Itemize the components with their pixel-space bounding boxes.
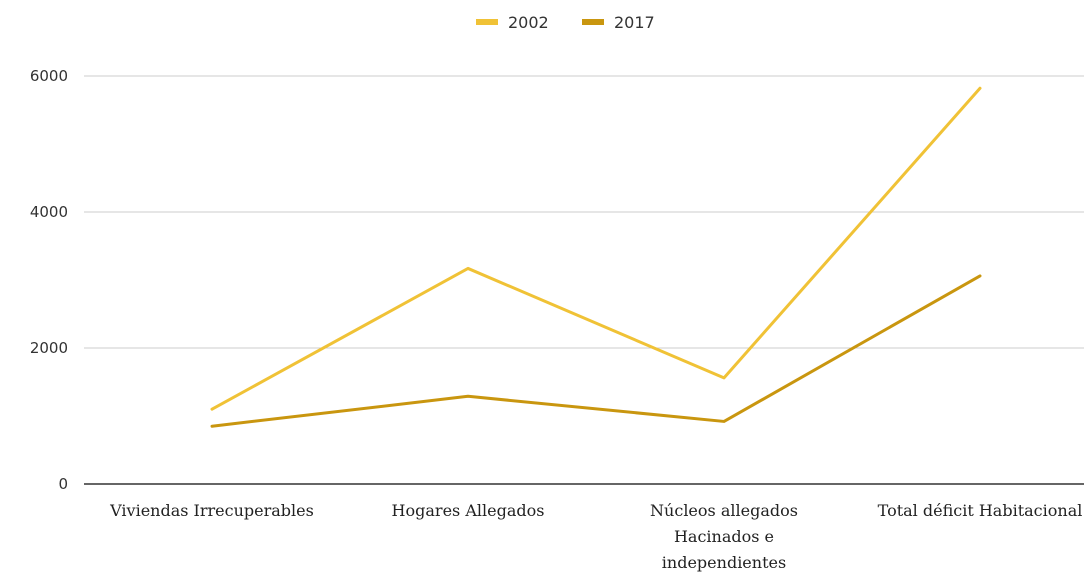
y-axis-tick-labels: 0 2000 4000 6000 — [30, 67, 68, 493]
x-category-label: Núcleos allegados Hacinados e independient… — [650, 501, 798, 572]
y-tick-label: 6000 — [30, 67, 68, 85]
x-axis-category-labels: Viviendas Irrecuperables Hogares Allegado… — [109, 501, 1082, 572]
legend-swatch — [476, 19, 498, 25]
legend: 2002 2017 — [476, 13, 655, 32]
series-lines — [210, 86, 982, 428]
legend-label: 2017 — [614, 13, 655, 32]
x-category-label-line: Total déficit Habitacional — [878, 501, 1083, 520]
gridlines — [84, 75, 1084, 485]
x-category-label-line: Núcleos allegados — [650, 501, 798, 520]
y-tick-label: 2000 — [30, 339, 68, 357]
series-line-2017 — [210, 274, 982, 428]
series-line-2002 — [210, 86, 982, 411]
y-tick-label: 4000 — [30, 203, 68, 221]
x-category-label-line: Hogares Allegados — [392, 501, 545, 520]
y-tick-label: 0 — [58, 475, 68, 493]
legend-label: 2002 — [508, 13, 549, 32]
x-category-label: Total déficit Habitacional — [878, 501, 1083, 520]
legend-swatch — [582, 19, 604, 25]
x-category-label-line: Hacinados e — [674, 527, 774, 546]
x-category-label: Hogares Allegados — [392, 501, 545, 520]
x-category-label: Viviendas Irrecuperables — [109, 501, 314, 520]
x-category-label-line: independientes — [662, 553, 786, 572]
x-category-label-line: Viviendas Irrecuperables — [109, 501, 314, 520]
